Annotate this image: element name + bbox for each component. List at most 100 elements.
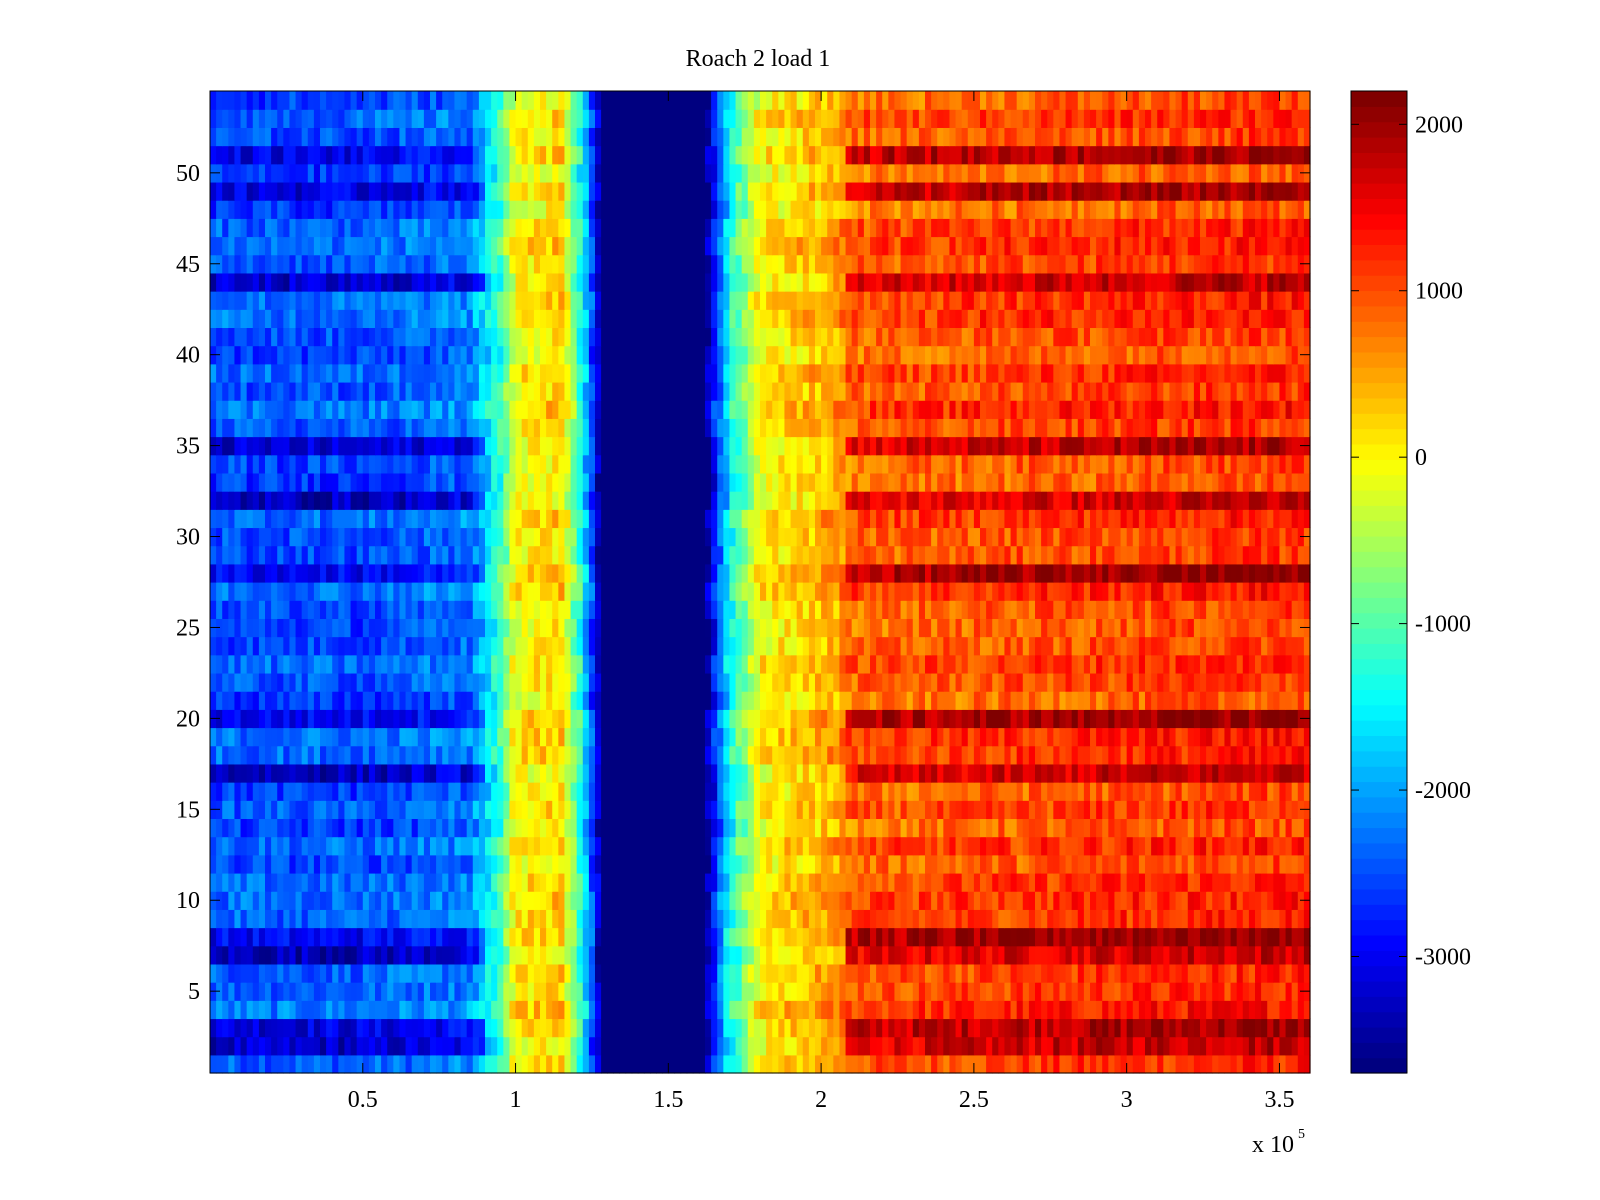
heatmap-cell (747, 636, 755, 656)
heatmap-cell (931, 909, 938, 929)
heatmap-cell (888, 727, 896, 747)
heatmap-cell (258, 782, 266, 801)
heatmap-cell (576, 782, 584, 801)
heatmap-cell (313, 636, 321, 656)
heatmap-cell (454, 963, 462, 983)
heatmap-cell (1187, 672, 1195, 692)
heatmap-cell (558, 745, 566, 765)
heatmap-cell (582, 1036, 590, 1056)
heatmap-cell (344, 654, 352, 674)
heatmap-cell (1053, 600, 1061, 619)
heatmap-cell (423, 709, 431, 729)
heatmap-cell (326, 818, 333, 838)
heatmap-cell (1077, 582, 1085, 601)
heatmap-cell (265, 927, 272, 947)
heatmap-cell (258, 927, 266, 947)
heatmap-cell (1291, 872, 1299, 892)
heatmap-cell (466, 654, 474, 674)
heatmap-cell (1279, 909, 1287, 929)
heatmap-cell (552, 618, 559, 638)
heatmap-cell (1132, 654, 1140, 674)
heatmap-cell (961, 854, 969, 874)
heatmap-cell (705, 727, 712, 747)
heatmap-cell (466, 891, 474, 910)
heatmap-cell (1200, 982, 1207, 1001)
heatmap-cell (307, 872, 315, 892)
heatmap-cell (527, 745, 535, 765)
heatmap-cell (399, 1000, 407, 1020)
heatmap-cell (1236, 909, 1244, 929)
heatmap-cell (448, 891, 456, 910)
heatmap-cell (448, 1054, 456, 1074)
heatmap-cell (350, 945, 358, 965)
heatmap-cell (1083, 672, 1091, 692)
heatmap-cell (1212, 709, 1219, 729)
heatmap-cell (430, 582, 437, 601)
heatmap-cell (1096, 963, 1103, 983)
heatmap-cell (912, 891, 920, 910)
heatmap-cell (1169, 818, 1177, 838)
heatmap-cell (1120, 727, 1128, 747)
heatmap-cell (888, 945, 896, 965)
heatmap-cell (1028, 836, 1036, 856)
heatmap-cell (717, 963, 724, 983)
heatmap-cell (967, 945, 975, 965)
heatmap-cell (967, 763, 975, 783)
heatmap-cell (1255, 709, 1262, 729)
heatmap-cell (1096, 854, 1103, 874)
heatmap-cell (1083, 872, 1091, 892)
heatmap-cell (1193, 891, 1201, 910)
heatmap-cell (436, 563, 443, 583)
heatmap-cell (607, 872, 614, 892)
heatmap-cell (234, 763, 242, 783)
heatmap-cell (1047, 1000, 1054, 1020)
heatmap-cell (631, 1036, 639, 1056)
heatmap-cell (1200, 782, 1207, 801)
heatmap-cell (1273, 945, 1281, 965)
heatmap-cell (332, 782, 339, 801)
heatmap-cell (430, 782, 437, 801)
heatmap-cell (320, 1018, 327, 1038)
heatmap-cell (967, 727, 975, 747)
heatmap-cell (497, 872, 504, 892)
heatmap-cell (576, 672, 584, 692)
heatmap-cell (289, 582, 297, 601)
heatmap-cell (509, 709, 517, 729)
heatmap-cell (1053, 672, 1061, 692)
heatmap-cell (326, 927, 333, 947)
heatmap-cell (338, 818, 346, 838)
heatmap-cell (1004, 1018, 1012, 1038)
heatmap-cell (588, 945, 596, 965)
heatmap-cell (888, 1018, 896, 1038)
heatmap-cell (778, 600, 786, 619)
heatmap-cell (356, 836, 364, 856)
heatmap-cell (723, 891, 731, 910)
heatmap-cell (1181, 782, 1189, 801)
heatmap-cell (283, 636, 291, 656)
heatmap-cell (442, 1000, 449, 1020)
heatmap-cell (980, 582, 987, 601)
heatmap-cell (485, 1000, 492, 1020)
heatmap-cell (375, 636, 382, 656)
heatmap-cell (735, 818, 743, 838)
heatmap-cell (1279, 763, 1287, 783)
heatmap-cell (1212, 727, 1219, 747)
heatmap-cell (485, 909, 492, 929)
heatmap-cell (857, 891, 865, 910)
heatmap-cell (668, 672, 676, 692)
heatmap-cell (607, 600, 614, 619)
heatmap-cell (949, 1054, 957, 1074)
heatmap-cell (674, 600, 682, 619)
heatmap-cell (1090, 1000, 1097, 1020)
heatmap-cell (265, 963, 272, 983)
heatmap-cell (436, 927, 443, 947)
heatmap-cell (992, 927, 999, 947)
heatmap-cell (430, 691, 437, 710)
heatmap-cell (503, 945, 511, 965)
heatmap-cell (411, 927, 419, 947)
heatmap-cell (674, 709, 682, 729)
heatmap-cell (980, 891, 987, 910)
heatmap-cell (491, 872, 498, 892)
heatmap-cell (888, 891, 896, 910)
heatmap-cell (857, 945, 865, 965)
